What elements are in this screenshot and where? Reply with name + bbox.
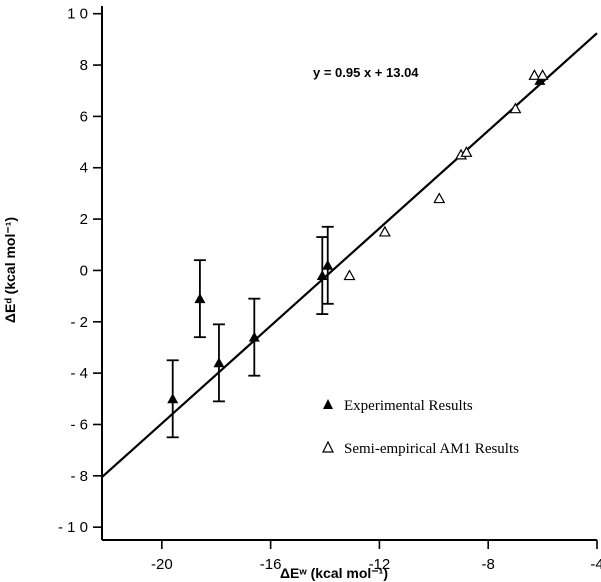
am1-point <box>528 69 541 80</box>
am1-point <box>509 102 522 114</box>
legend-label-experimental: Experimental Results <box>344 398 473 414</box>
x-tick-label: -12 <box>369 556 391 573</box>
experimental-point <box>316 270 328 280</box>
y-tick-label: - 6 <box>70 416 88 433</box>
am1-point <box>433 192 446 204</box>
x-axis-title: ΔEʷ (kcal mol⁻¹) <box>280 565 388 581</box>
experimental-point <box>248 331 260 342</box>
experimental-point <box>322 259 334 270</box>
x-tick-label: -8 <box>482 556 495 573</box>
legend-marker-am1 <box>322 440 334 453</box>
x-tick-label: -16 <box>260 556 282 573</box>
data-points-layer <box>166 69 549 439</box>
y-tick-label: 6 <box>80 108 88 125</box>
y-tick-label: 8 <box>80 57 88 74</box>
am1-point <box>343 269 356 281</box>
am1-point <box>460 146 473 157</box>
legend-label-am1: Semi-empirical AM1 Results <box>344 441 519 457</box>
y-tick-label: 2 <box>80 211 88 228</box>
legend: Experimental Results Semi-empirical AM1 … <box>322 398 519 457</box>
y-tick-label: 0 <box>80 262 88 279</box>
y-axis-ticks: 1 0 8 6 4 2 0 - 2 - 4 - 6 - 8 - 1 0 <box>58 6 102 536</box>
y-tick-label: - 1 0 <box>58 519 88 536</box>
y-tick-label: - 4 <box>70 365 88 382</box>
x-axis-ticks: -20 -16 -12 -8 -4 <box>151 540 601 573</box>
y-tick-label: 1 0 <box>67 6 88 23</box>
y-tick-label: - 8 <box>70 468 88 485</box>
experimental-point <box>194 293 206 304</box>
am1-point <box>536 69 549 80</box>
legend-marker-experimental <box>323 399 333 409</box>
am1-point <box>378 225 391 237</box>
experimental-point <box>213 357 225 368</box>
experimental-point <box>167 393 179 404</box>
plot-frame <box>101 6 597 541</box>
y-tick-label: 4 <box>80 160 88 177</box>
x-tick-label: -20 <box>151 556 173 573</box>
y-tick-label: - 2 <box>70 314 88 331</box>
x-tick-label: -4 <box>590 556 601 573</box>
y-axis-title: ΔEᵈ (kcal mol⁻¹) <box>2 217 18 323</box>
fit-equation: y = 0.95 x + 13.04 <box>313 65 419 80</box>
